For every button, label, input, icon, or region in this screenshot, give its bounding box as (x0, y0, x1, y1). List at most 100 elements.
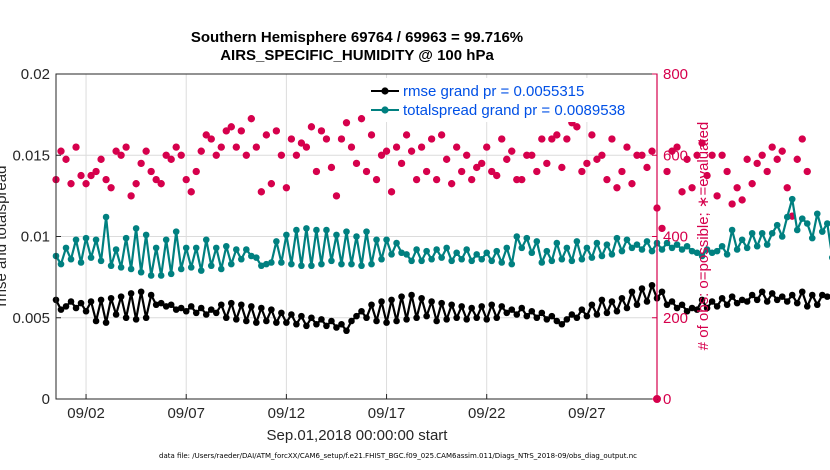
obs-evaluated-point (418, 143, 426, 151)
totalspread-point (182, 244, 190, 252)
rmse-point (643, 298, 651, 305)
totalspread-point (57, 260, 65, 268)
totalspread-point (273, 238, 280, 245)
legend-spread-marker (381, 106, 389, 114)
obs-evaluated-point (673, 143, 681, 151)
obs-evaluated-point (77, 172, 85, 179)
totalspread-point (243, 246, 250, 253)
totalspread-point (668, 244, 676, 252)
obs-evaluated-point (523, 151, 531, 159)
obs-evaluated-point (167, 155, 175, 163)
obs-evaluated-point (172, 143, 180, 151)
rmse-point (92, 317, 100, 325)
obs-evaluated-point (117, 151, 125, 159)
rmse-point (593, 311, 601, 318)
totalspread-point (693, 249, 701, 257)
obs-evaluated-point (227, 123, 235, 131)
rmse-point (298, 312, 305, 320)
totalspread-point (278, 259, 285, 266)
rmse-point (513, 311, 521, 318)
rmse-point (197, 304, 205, 312)
rmse-point (82, 307, 90, 315)
totalspread-point (142, 231, 150, 239)
obs-evaluated-point (438, 131, 446, 139)
totalspread-point (117, 264, 125, 271)
totalspread-point (543, 247, 551, 255)
obs-evaluated-point (558, 164, 566, 171)
rmse-point (318, 316, 325, 323)
totalspread-point (97, 257, 105, 265)
rmse-point (353, 312, 360, 320)
totalspread-point (633, 241, 641, 248)
rmse-point (503, 309, 511, 317)
totalspread-point (623, 236, 631, 244)
rmse-point (423, 312, 430, 320)
totalspread-point (813, 210, 821, 218)
rmse-point (623, 304, 631, 312)
totalspread-point (147, 272, 155, 279)
obs-evaluated-point (803, 168, 811, 175)
totalspread-point (152, 244, 160, 252)
obs-evaluated-point (613, 184, 621, 192)
obs-evaluated-point (553, 131, 561, 139)
totalspread-point (513, 233, 521, 240)
y-right-tick-label: 0 (663, 391, 671, 408)
rmse-point (618, 294, 626, 302)
y-left-tick-label: 0.005 (12, 310, 50, 327)
rmse-point (67, 298, 75, 305)
obs-evaluated-point (87, 172, 95, 179)
rmse-point (708, 298, 716, 305)
rmse-point (488, 301, 496, 309)
rmse-point (528, 307, 536, 315)
obs-evaluated-point (97, 155, 105, 163)
x-tick-label: 09/07 (167, 405, 205, 422)
rmse-point (152, 301, 160, 309)
legend-box (366, 78, 652, 122)
rmse-point (368, 301, 375, 309)
obs-evaluated-point (373, 176, 380, 184)
totalspread-point (433, 246, 440, 253)
rmse-point (383, 319, 390, 326)
rmse-point (182, 307, 190, 315)
obs-evaluated-point (242, 151, 250, 159)
obs-evaluated-point (353, 159, 360, 167)
x-tick-label: 09/22 (468, 405, 506, 422)
totalspread-point (293, 226, 300, 234)
rmse-point (458, 303, 465, 310)
rmse-point (758, 288, 766, 296)
obs-evaluated-point (157, 180, 165, 188)
totalspread-point (172, 228, 180, 235)
totalspread-series (52, 195, 830, 279)
rmse-point (753, 296, 761, 304)
obs-evaluated-point (383, 147, 390, 155)
rmse-point (358, 307, 365, 315)
totalspread-point (313, 226, 320, 234)
totalspread-point (403, 251, 410, 258)
totalspread-point (788, 195, 796, 203)
obs-evaluated-point (433, 176, 441, 184)
obs-evaluated-point (262, 131, 270, 139)
totalspread-point (468, 257, 475, 265)
rmse-point (693, 306, 701, 313)
rmse-point (743, 298, 751, 305)
rmse-point (157, 299, 165, 307)
obs-evaluated-point (708, 151, 716, 159)
rmse-point (97, 296, 105, 304)
rmse-point (573, 314, 581, 322)
obs-evaluated-point (758, 151, 766, 159)
obs-evaluated-point (698, 139, 706, 147)
totalspread-point (753, 242, 761, 250)
rmse-point (238, 301, 245, 309)
y-left-tick-label: 0.01 (21, 229, 50, 246)
rmse-point (283, 319, 290, 326)
totalspread-point (443, 244, 450, 252)
rmse-point (553, 317, 561, 325)
obs-evaluated-point (648, 147, 656, 155)
rmse-series (52, 281, 830, 335)
obs-evaluated-point (718, 151, 726, 159)
rmse-point (443, 316, 450, 323)
totalspread-point (62, 244, 70, 252)
rmse-point (448, 301, 455, 309)
totalspread-point (823, 220, 830, 227)
totalspread-point (488, 257, 496, 265)
